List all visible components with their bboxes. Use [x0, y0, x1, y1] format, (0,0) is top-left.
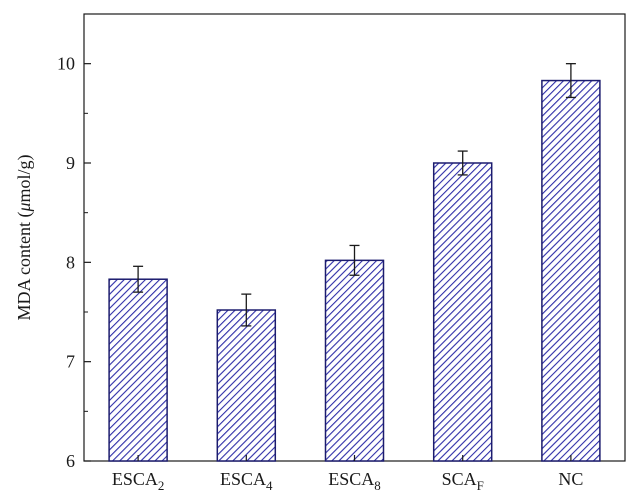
y-axis-label: MDA content (μmol/g) — [14, 154, 35, 320]
y-tick-label: 6 — [66, 451, 75, 471]
x-tick-label-NC: NC — [558, 469, 583, 489]
x-tick-label-ESCA8: ESCA8 — [328, 469, 381, 493]
bar-SCAF — [432, 162, 493, 462]
bar-NC — [541, 79, 601, 462]
y-tick-label: 9 — [66, 153, 75, 173]
bar-ESCA4 — [216, 309, 277, 462]
bar-ESCA8 — [324, 259, 385, 462]
y-tick-label: 10 — [57, 54, 75, 74]
bar-ESCA2 — [108, 278, 168, 462]
x-tick-label-SCAF: SCAF — [442, 469, 484, 493]
y-tick-label: 8 — [66, 252, 75, 272]
y-tick-label: 7 — [66, 352, 75, 372]
x-tick-label-ESCA2: ESCA2 — [112, 469, 165, 493]
x-tick-label-ESCA4: ESCA4 — [220, 469, 273, 493]
